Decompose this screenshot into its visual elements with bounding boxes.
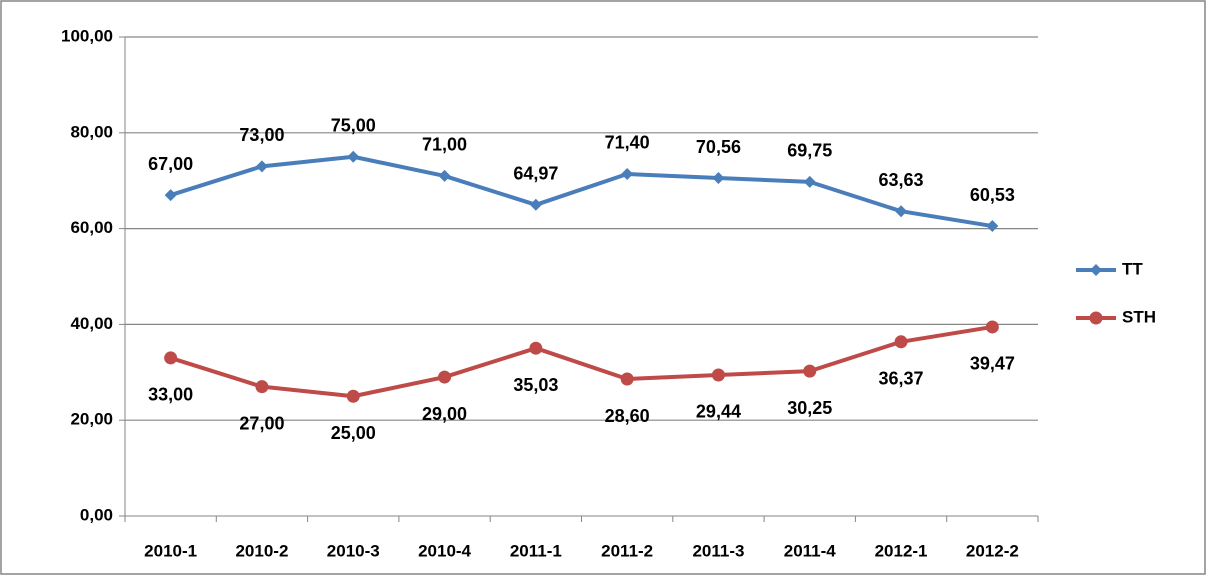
data-label: 29,00 [422, 404, 467, 424]
data-label: 27,00 [239, 413, 284, 433]
point-marker [895, 205, 908, 218]
y-tick-label: 80,00 [70, 122, 113, 141]
point-marker [712, 172, 725, 185]
point-marker [803, 175, 816, 188]
data-label: 73,00 [239, 125, 284, 145]
data-label: 64,97 [513, 164, 558, 184]
point-marker [803, 364, 817, 378]
point-marker [255, 160, 268, 173]
data-label: 29,44 [696, 402, 741, 422]
legend-marker [1089, 311, 1103, 325]
data-label: 69,75 [787, 141, 832, 161]
data-label: 63,63 [879, 170, 924, 190]
x-tick-label: 2010-2 [235, 541, 288, 560]
data-label: 30,25 [787, 398, 832, 418]
point-marker [438, 370, 452, 384]
y-tick-label: 60,00 [70, 218, 113, 237]
y-tick-label: 100,00 [61, 26, 113, 45]
y-tick-label: 20,00 [70, 410, 113, 429]
data-label: 71,00 [422, 135, 467, 155]
data-label: 70,56 [696, 137, 741, 157]
x-tick-label: 2010-1 [144, 541, 197, 560]
data-label: 60,53 [970, 185, 1015, 205]
data-label: 35,03 [513, 375, 558, 395]
series-line [170, 154, 993, 229]
data-label: 36,37 [879, 369, 924, 389]
x-tick-label: 2012-1 [875, 541, 928, 560]
point-marker [529, 198, 542, 211]
data-label: 25,00 [331, 423, 376, 443]
x-tick-label: 2011-2 [601, 541, 653, 560]
x-tick-label: 2010-4 [418, 541, 471, 560]
point-marker [346, 389, 360, 403]
x-tick-label: 2011-1 [510, 541, 562, 560]
data-label: 28,60 [605, 406, 650, 426]
legend-label: TT [1122, 259, 1143, 278]
data-label: 75,00 [331, 116, 376, 136]
point-marker [894, 335, 908, 349]
point-marker [438, 169, 451, 182]
x-tick-label: 2010-3 [327, 541, 380, 560]
legend-label: STH [1122, 307, 1156, 326]
x-tick-label: 2011-4 [784, 541, 837, 560]
data-label: 67,00 [148, 154, 193, 174]
series-line [170, 324, 993, 399]
point-marker [255, 380, 269, 394]
point-marker [347, 150, 360, 163]
x-tick-label: 2011-3 [692, 541, 744, 560]
point-marker [711, 368, 725, 382]
y-tick-label: 40,00 [70, 314, 113, 333]
point-marker [620, 372, 634, 386]
point-marker [986, 220, 999, 233]
data-label: 33,00 [148, 385, 193, 405]
x-tick-label: 2012-2 [966, 541, 1019, 560]
point-marker [985, 320, 999, 334]
point-marker [164, 189, 177, 202]
point-marker [529, 341, 543, 355]
point-marker [621, 167, 634, 180]
data-label: 39,47 [970, 354, 1015, 374]
point-marker [164, 351, 178, 365]
data-label: 71,40 [605, 133, 650, 153]
legend-marker [1090, 264, 1102, 276]
y-tick-label: 0,00 [80, 505, 113, 524]
